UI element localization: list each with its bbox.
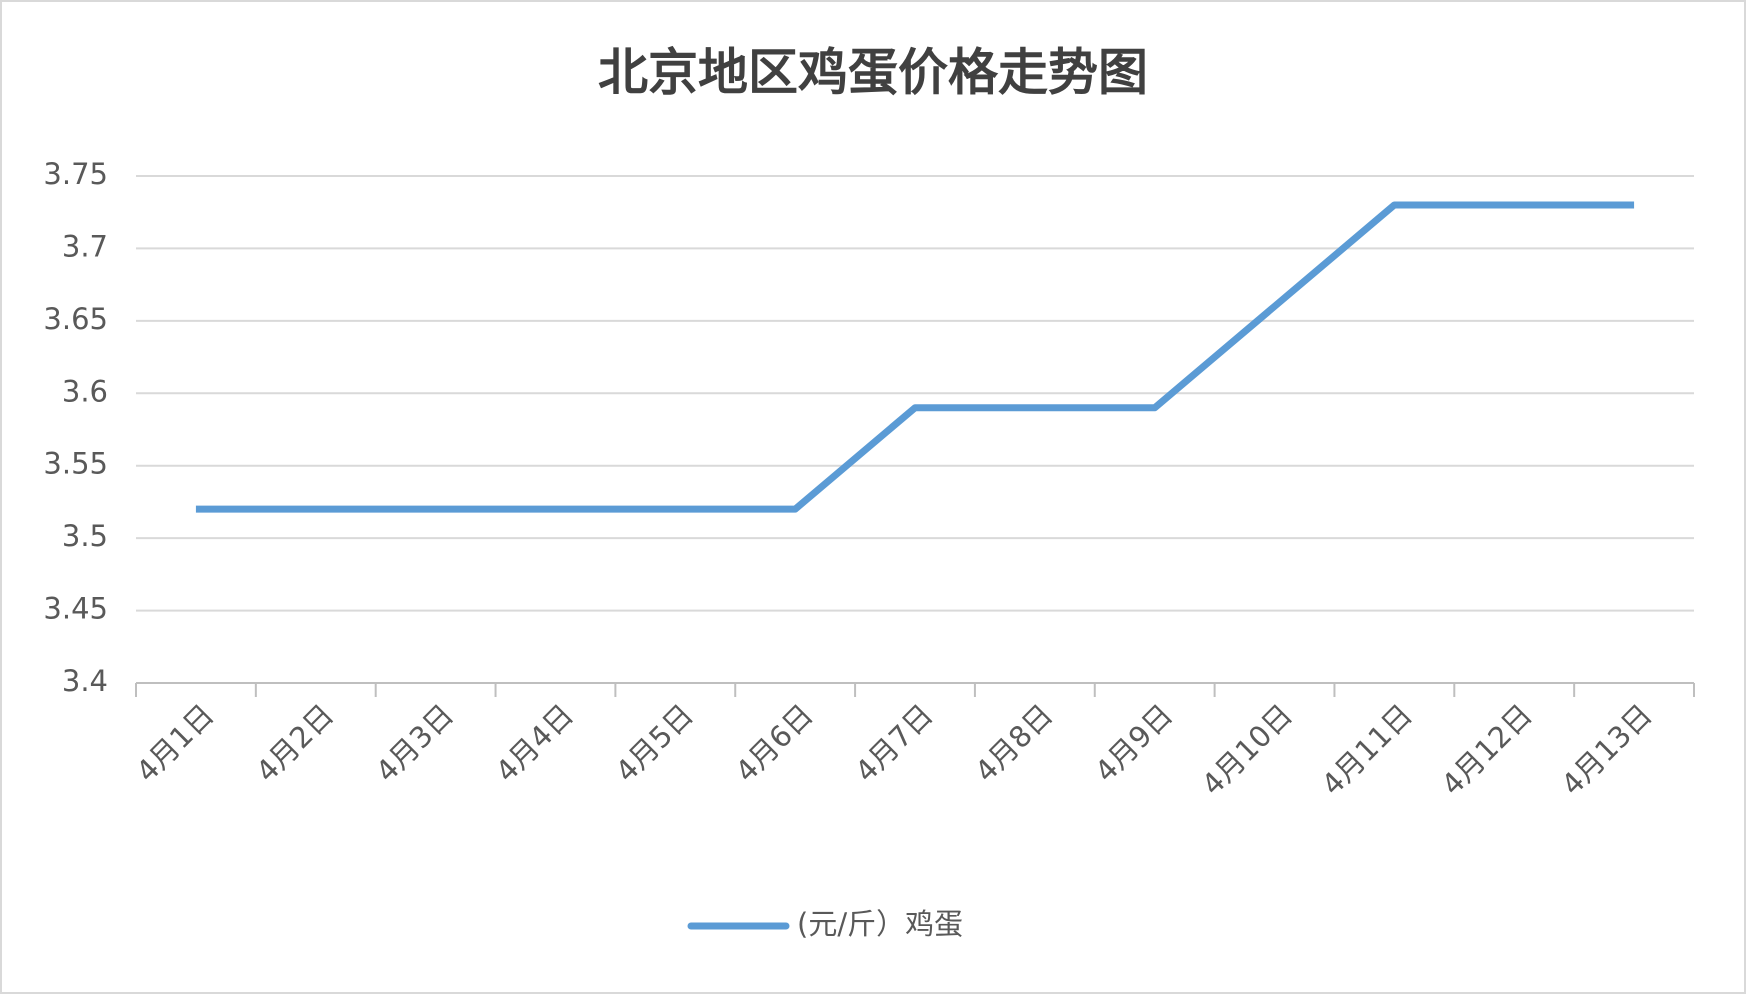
y-tick-label: 3.65 bbox=[43, 302, 108, 336]
y-tick-label: 3.6 bbox=[62, 374, 108, 408]
series-line bbox=[195, 201, 1635, 513]
y-tick-label: 3.45 bbox=[43, 592, 108, 626]
y-tick-label: 3.7 bbox=[62, 229, 108, 263]
chart-title: 北京地区鸡蛋价格走势图 bbox=[598, 44, 1148, 102]
y-tick-label: 3.75 bbox=[43, 157, 108, 191]
y-tick-label: 3.55 bbox=[43, 447, 108, 481]
y-tick-label: 3.4 bbox=[62, 664, 108, 698]
legend-label: (元/斤）鸡蛋 bbox=[797, 907, 963, 941]
y-tick-label: 3.5 bbox=[62, 519, 108, 553]
